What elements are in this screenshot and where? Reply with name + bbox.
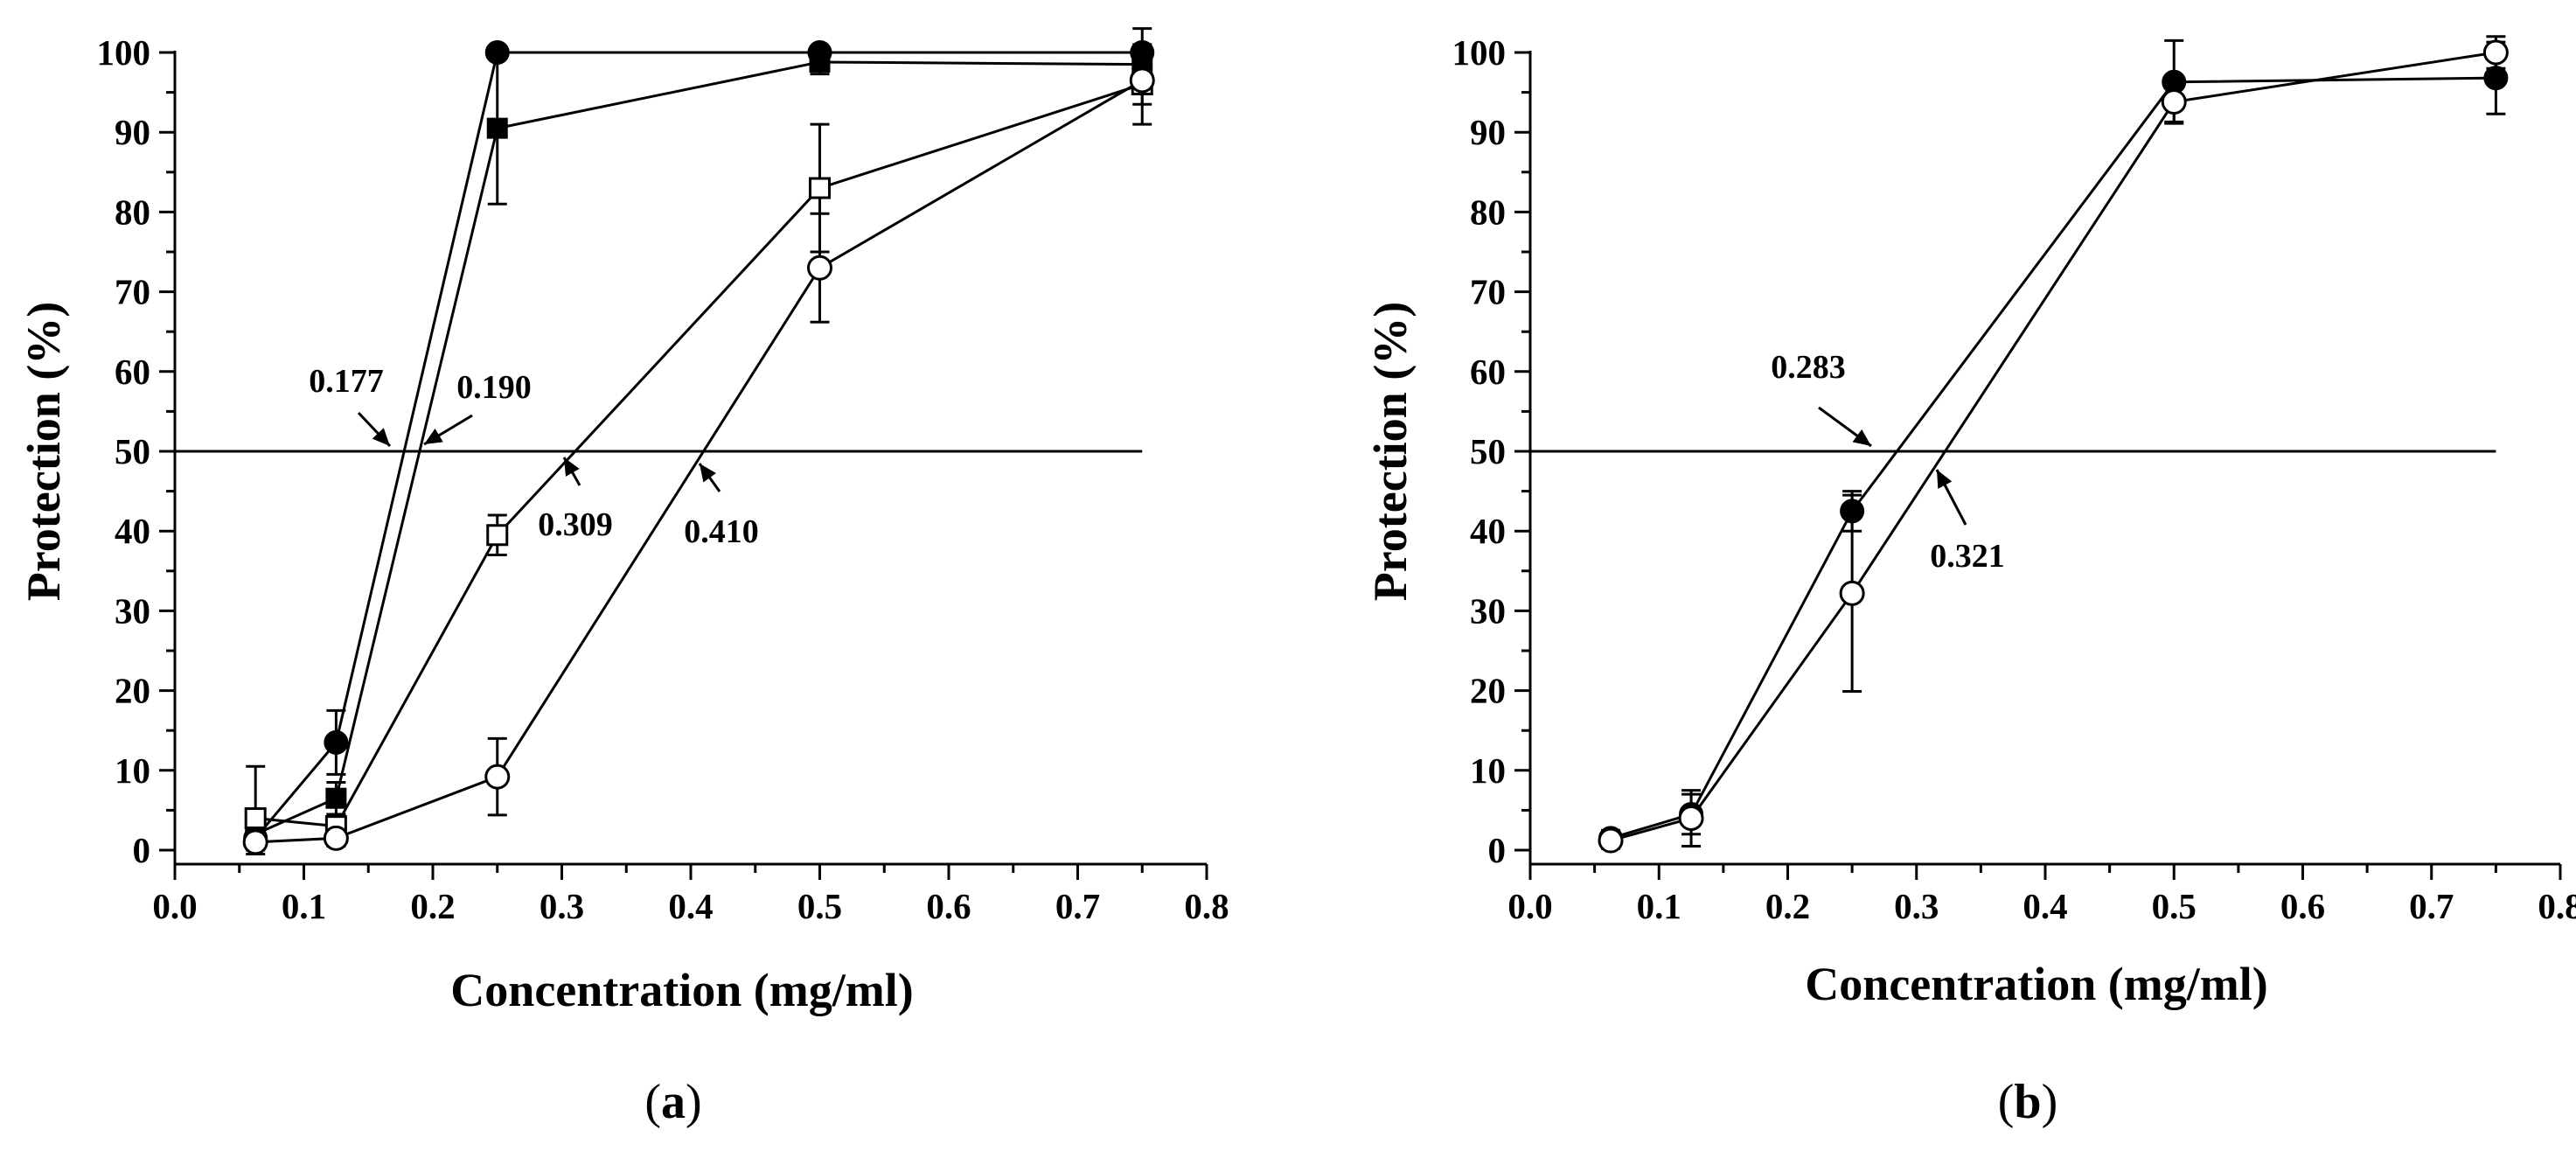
annotation-arrowhead [424,428,443,444]
annotation-arrowhead [372,428,390,446]
data-point-open-circle [484,764,511,790]
y-tick-label: 60 [1470,352,1506,392]
y-tick-label: 0 [1488,830,1507,870]
y-tick-label: 0 [133,830,151,870]
annotation-arrowhead [700,464,716,483]
y-tick-label: 50 [115,431,150,471]
y-axis-label: Protection (%) [1364,302,1417,601]
x-tick-label: 0.7 [1055,886,1100,926]
annotation-label: 0.283 [1771,349,1846,386]
data-point-filled-circle [324,729,349,755]
series-line [255,83,1143,828]
data-point-open-square [486,524,509,547]
y-tick-label: 100 [97,32,151,73]
annotation-label: 0.309 [538,506,613,543]
x-tick-label: 0.3 [1894,886,1939,926]
y-tick-label: 100 [1452,32,1507,73]
x-tick-label: 0.4 [668,886,713,926]
series-line [1610,76,2496,840]
panel-label: (a) [644,1075,701,1129]
annotation-arrowhead [564,457,580,477]
x-tick-label: 0.2 [410,886,455,926]
data-point-open-circle [1129,67,1155,94]
y-axis-label: Protection (%) [17,302,70,601]
data-point-filled-circle [484,40,510,65]
y-tick-label: 30 [1470,590,1506,631]
series-line [255,79,1144,844]
data-point-open-circle [1598,827,1624,854]
annotation-label: 0.190 [456,369,532,406]
data-point-open-circle [2482,39,2509,66]
data-point-filled-circle [2483,66,2509,91]
y-tick-label: 60 [115,352,150,392]
annotation-arrowhead [1937,470,1953,489]
data-point-open-circle [323,825,349,851]
x-tick-label: 0.8 [1184,886,1229,926]
annotation-label: 0.321 [1930,538,2005,575]
x-tick-label: 0.0 [1507,886,1552,926]
data-point-filled-square [809,51,831,73]
y-tick-label: 30 [115,590,150,631]
data-point-open-circle [2161,89,2187,115]
series-line [1610,51,2496,842]
x-tick-label: 0.5 [2152,886,2197,926]
x-tick-label: 0.6 [926,886,971,926]
panel-a: 0.0 0.1 0.2 0.3 0.4 0.5 0.6 0.7 0.8 0 10 20 30 40 50 60… [17,27,1229,1129]
data-point-filled-circle [1840,499,1865,524]
annotation-label: 0.177 [309,363,384,400]
y-tick-label: 90 [1470,112,1506,152]
panel-label: (b) [1998,1075,2057,1129]
x-tick-label: 0.1 [282,886,326,926]
y-tick-label: 20 [1470,671,1506,711]
y-tick-label: 80 [115,192,150,232]
annotation-arrowhead [1852,429,1871,446]
x-tick-label: 0.6 [2280,886,2325,926]
data-point-open-circle [242,829,268,855]
y-tick-label: 50 [1470,431,1506,471]
x-tick-label: 0.4 [2023,886,2067,926]
y-tick-label: 10 [1470,750,1506,791]
data-point-open-circle [1839,580,1865,606]
y-tick-label: 10 [115,750,150,791]
x-tick-label: 0.7 [2409,886,2454,926]
data-point-open-square [809,177,831,199]
series-line [254,60,1143,836]
data-point-open-circle [1678,806,1704,832]
x-tick-label: 0.1 [1637,886,1681,926]
x-tick-label: 0.3 [540,886,584,926]
x-tick-label: 0.2 [1765,886,1810,926]
y-tick-label: 40 [115,511,150,551]
y-tick-label: 70 [1470,272,1506,312]
x-tick-label: 0.5 [797,886,842,926]
y-tick-label: 90 [115,112,150,152]
y-tick-label: 20 [115,671,150,711]
data-point-open-square [244,807,267,830]
annotation-label: 0.410 [684,513,759,550]
panel-b: 0.0 0.1 0.2 0.3 0.4 0.5 0.6 0.7 0.8 0 10 20 30 40 50 60… [1364,32,2576,1129]
data-point-filled-square [325,787,347,809]
data-point-open-circle [807,255,832,281]
y-tick-label: 80 [1470,192,1506,232]
y-tick-label: 70 [115,272,150,312]
x-axis-label: Concentration (mg/ml) [1805,958,2267,1010]
x-tick-label: 0.8 [2538,886,2576,926]
data-point-filled-square [486,117,508,139]
x-tick-label: 0.0 [152,886,197,926]
y-tick-label: 40 [1470,511,1506,551]
x-axis-label: Concentration (mg/ml) [450,964,913,1016]
